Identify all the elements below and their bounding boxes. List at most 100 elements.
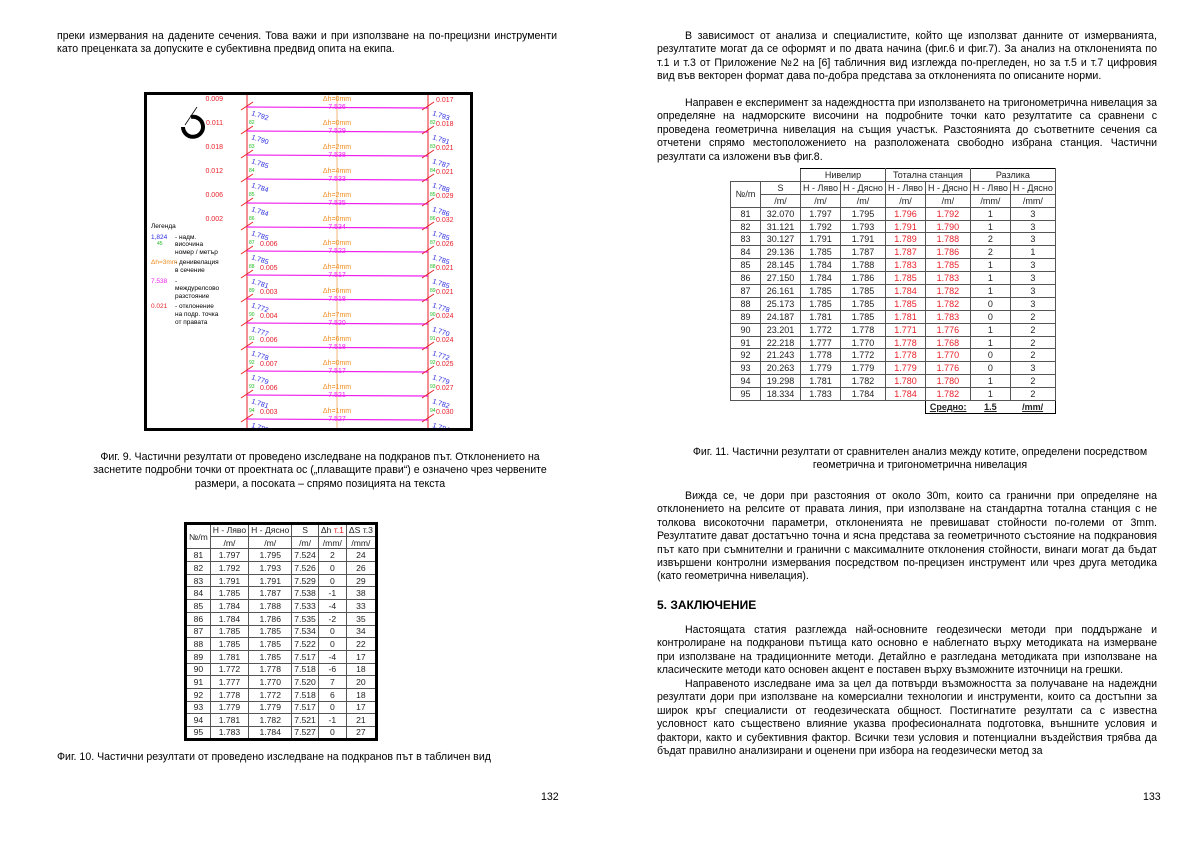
table-header-row: №/m H - Ляво H - Дясно S Δh т.1 ΔS т.3 — [185, 522, 377, 550]
table-cell: 1.777 — [209, 675, 250, 689]
table-cell: 1.771 — [884, 322, 926, 337]
table-cell: 6 — [317, 687, 347, 702]
table-cell: 1.782 — [924, 296, 971, 311]
table-row: 88 25.173 1.785 1.785 1.785 1.782 0 3 — [730, 296, 1056, 311]
distance-line — [246, 298, 429, 301]
group-header: Разлика — [969, 168, 1056, 182]
table-cell: -1 — [317, 713, 347, 727]
right-tick-mark — [421, 317, 435, 327]
page-133: В зависимост от анализа и специалистите,… — [600, 0, 1200, 849]
right-tick-mark — [421, 293, 435, 303]
table-cell: 3 — [1009, 361, 1056, 376]
page-number: 133 — [1143, 791, 1161, 803]
table-cell: 23.201 — [760, 322, 801, 337]
table-cell: 24 — [345, 548, 377, 563]
group-header: Тотална станция — [884, 168, 971, 182]
figure-9-caption: Фиг. 9. Частични резултати от проведено … — [93, 451, 547, 490]
table-cell: 28.145 — [760, 258, 801, 273]
right-deviation: 0.021 — [436, 145, 454, 152]
distance-line — [246, 178, 429, 181]
table-cell — [731, 169, 801, 182]
legend-number-sample: 45 — [157, 241, 163, 248]
point-number: 91 — [249, 336, 255, 342]
table-cell: 3 — [1009, 232, 1056, 247]
table-cell: 87 — [185, 624, 211, 639]
table-cell: -4 — [317, 599, 347, 613]
table-cell: 1.784 — [884, 284, 926, 298]
right-tick-mark — [421, 389, 435, 399]
table-cell: 1.778 — [884, 335, 926, 350]
table-cell: 1 — [969, 322, 1011, 337]
table-cell: 1.785 — [800, 296, 841, 311]
table-cell: 94 — [185, 713, 211, 727]
table-cell: 1.785 — [840, 309, 886, 324]
column-header: S — [291, 523, 319, 537]
point-number: 82 — [249, 120, 255, 126]
height-difference: Δh=2mm — [323, 144, 351, 151]
table-row: 92 21.243 1.778 1.772 1.778 1.770 0 2 — [730, 348, 1056, 363]
right-tick-mark — [421, 245, 435, 255]
table-cell: 1.786 — [924, 245, 971, 260]
paragraph: В зависимост от анализа и специалистите,… — [657, 30, 1157, 83]
table-row: 95 1.783 1.784 7.527 0 27 — [185, 726, 377, 740]
left-deviation: 0.006 — [260, 241, 278, 248]
table-cell: 7.520 — [291, 675, 319, 689]
point-number: 93 — [249, 384, 255, 390]
table-cell: 0 — [317, 624, 347, 639]
table-cell: 1.795 — [248, 548, 293, 563]
table-cell: 1.797 — [209, 548, 250, 563]
rail-distance: 7.538 — [328, 152, 346, 159]
unit-header: /m/ — [760, 193, 801, 208]
table-cell: 93 — [730, 361, 761, 376]
height-difference: Δh=0mm — [323, 240, 351, 247]
table-cell: 21.243 — [760, 348, 801, 363]
unit-header: /mm/ — [345, 535, 377, 550]
table-cell: 2 — [1009, 322, 1056, 337]
point-number: 92 — [430, 360, 436, 366]
unit-header: /m/ — [248, 535, 293, 550]
table-cell: 0 — [969, 348, 1011, 363]
page-number: 132 — [541, 791, 559, 803]
table-row: 93 20.263 1.779 1.779 1.779 1.776 0 3 — [730, 361, 1056, 376]
table-cell: 0 — [969, 361, 1011, 376]
table-cell: 91 — [730, 335, 761, 350]
table-cell: 1.785 — [248, 637, 293, 651]
table-cell: 1.781 — [209, 649, 250, 664]
table-cell: 1.779 — [840, 361, 886, 376]
header-text: т.1 — [333, 525, 344, 536]
right-tick-mark — [421, 413, 435, 423]
figure-11-caption: Фиг. 11. Частични резултати от сравнител… — [692, 446, 1148, 472]
table-cell: 1.795 — [840, 206, 886, 221]
table-cell: 1.782 — [924, 387, 971, 402]
height-difference: Δh=4mm — [323, 168, 351, 175]
table-cell: 1.784 — [840, 387, 886, 402]
paragraph: Вижда се, че дори при разстояния от окол… — [657, 490, 1157, 583]
table-cell: 27 — [345, 726, 377, 740]
table-cell: 1.785 — [840, 284, 886, 298]
table-cell: 1.783 — [924, 309, 971, 324]
table-cell: 2 — [969, 245, 1011, 260]
table-row: 89 1.781 1.785 7.517 -4 17 — [185, 649, 377, 664]
table-cell: 1.791 — [248, 573, 293, 588]
legend-title: Легенда — [151, 223, 176, 230]
table-cell: 1.777 — [800, 335, 841, 350]
table-row: 93 1.779 1.779 7.517 0 17 — [185, 700, 377, 715]
table-cell: 1.785 — [884, 296, 926, 311]
table-cell: 7.517 — [291, 700, 319, 715]
table-cell: 2 — [1009, 387, 1056, 402]
unit-header: /m/ — [924, 193, 971, 208]
legend-distance-desc: - междурелсово разстояние — [175, 277, 220, 300]
height-difference: Δh=6mm — [323, 288, 351, 295]
column-header: №/m — [730, 180, 761, 208]
unit-header: /m/ — [884, 193, 926, 208]
distance-line — [246, 274, 429, 277]
table-cell: 7.521 — [291, 713, 319, 727]
column-header: Δh т.1 — [317, 523, 347, 537]
legend-item-height: 1,824 45 - надм. височина номер / метър — [151, 234, 221, 257]
table-row: 82 31.121 1.792 1.793 1.791 1.790 1 3 — [730, 219, 1056, 234]
legend-deviation-sample: 0.021 — [151, 303, 168, 311]
table-cell: 1 — [969, 387, 1011, 402]
table-cell: 1.783 — [209, 726, 250, 740]
table-cell: 1.785 — [924, 258, 971, 273]
table-header-row: №/m S H - Ляво H - Дясно H - Ляво H - Дясно H … — [730, 180, 1056, 208]
